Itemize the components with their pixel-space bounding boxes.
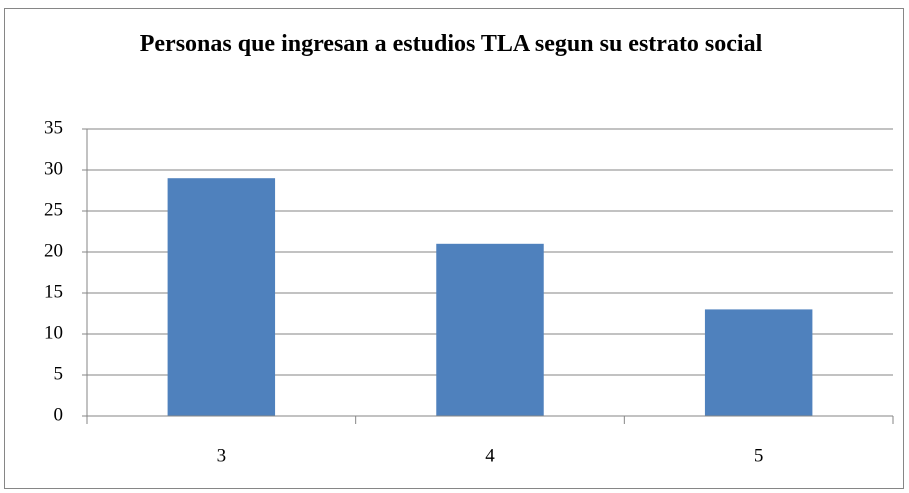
bar bbox=[704, 309, 813, 416]
bar bbox=[167, 178, 276, 416]
x-tick-label: 5 bbox=[754, 445, 764, 466]
y-tick-label: 0 bbox=[54, 404, 64, 425]
y-tick-label: 5 bbox=[54, 363, 64, 384]
bar bbox=[436, 243, 544, 416]
x-tick-label: 3 bbox=[217, 445, 227, 466]
y-tick-label: 25 bbox=[44, 199, 63, 220]
y-tick-label: 15 bbox=[44, 281, 63, 302]
y-tick-label: 35 bbox=[44, 117, 63, 138]
chart-title: Personas que ingresan a estudios TLA seg… bbox=[139, 31, 763, 57]
y-tick-label: 20 bbox=[44, 240, 63, 261]
y-tick-label: 10 bbox=[44, 322, 63, 343]
y-tick-label: 30 bbox=[44, 158, 63, 179]
chart-frame bbox=[4, 8, 904, 489]
x-tick-label: 4 bbox=[485, 445, 495, 466]
